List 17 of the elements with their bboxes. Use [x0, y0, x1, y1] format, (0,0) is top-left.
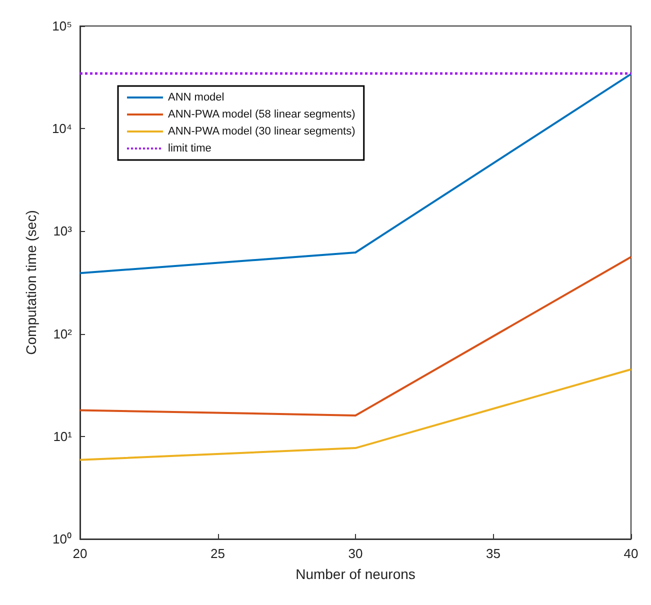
y-tick-label: 10⁵ — [52, 18, 72, 34]
x-axis-title: Number of neurons — [296, 566, 416, 582]
x-tick-label: 20 — [72, 546, 88, 561]
legend-label: ANN model — [168, 92, 224, 104]
legend-label: ANN-PWA model (30 linear segments) — [168, 126, 356, 138]
x-tick-label: 30 — [348, 546, 363, 561]
x-tick-label: 25 — [210, 546, 225, 561]
y-tick-label: 10³ — [53, 224, 73, 239]
y-tick-label: 10¹ — [53, 428, 73, 444]
y-tick-label: 10² — [53, 326, 73, 342]
legend-label: limit time — [168, 142, 212, 154]
y-axis-title: Computation time (sec) — [23, 210, 39, 355]
y-tick-label: 10⁰ — [52, 532, 72, 546]
y-tick-label: 10⁴ — [52, 121, 72, 136]
x-tick-label: 35 — [486, 546, 500, 561]
x-tick-label: 40 — [624, 546, 638, 561]
legend-label: ANN-PWA model (58 linear segments) — [168, 108, 356, 120]
